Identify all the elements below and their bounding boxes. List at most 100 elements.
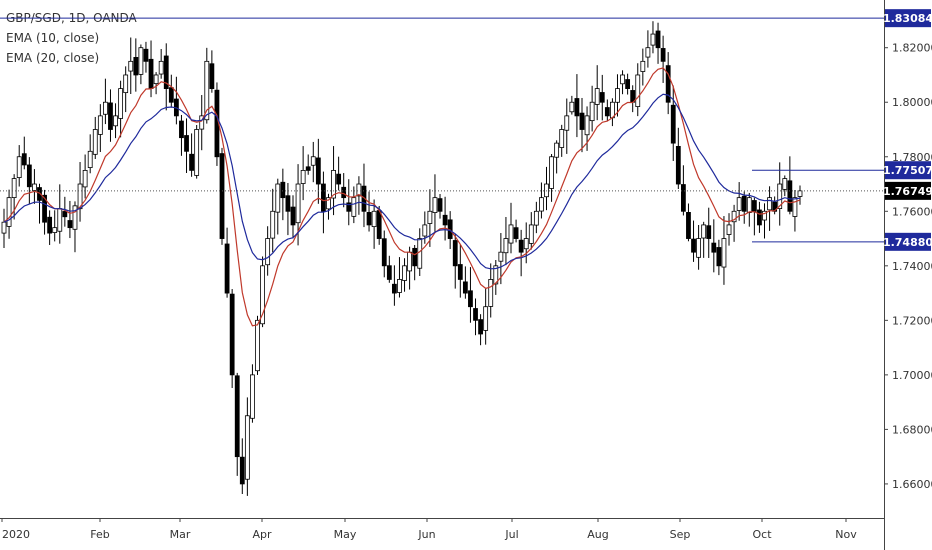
candle-body[interactable] (442, 214, 448, 226)
candle-body[interactable] (250, 374, 255, 419)
candle-body[interactable] (741, 195, 747, 212)
candle-body[interactable] (604, 107, 610, 117)
candle-body[interactable] (346, 202, 352, 212)
candle-body[interactable] (143, 48, 149, 62)
candle-body[interactable] (331, 169, 336, 199)
candle-body[interactable] (452, 240, 458, 267)
candle-body[interactable] (407, 251, 413, 272)
candle-body[interactable] (315, 157, 321, 185)
candle-body[interactable] (234, 375, 240, 458)
candle-body[interactable] (792, 197, 798, 217)
candle-body[interactable] (594, 88, 600, 105)
candle-body[interactable] (615, 88, 620, 103)
candle-body[interactable] (32, 183, 37, 191)
candle-body[interactable] (280, 181, 286, 199)
candle-body[interactable] (285, 195, 291, 212)
candle-body[interactable] (468, 290, 473, 308)
candle-body[interactable] (655, 30, 661, 49)
candle-body[interactable] (782, 178, 788, 190)
candle-body[interactable] (224, 243, 230, 294)
candle-body[interactable] (680, 184, 686, 212)
candle-body[interactable] (255, 319, 260, 372)
candle-body[interactable] (650, 33, 656, 46)
candle-body[interactable] (762, 210, 767, 221)
candle-body[interactable] (189, 153, 194, 171)
candle-body[interactable] (209, 63, 215, 90)
candle-body[interactable] (620, 74, 625, 85)
candle-body[interactable] (599, 92, 605, 103)
candle-body[interactable] (265, 238, 271, 266)
candle-body[interactable] (488, 279, 494, 307)
candle-body[interactable] (184, 135, 189, 152)
candle-body[interactable] (437, 198, 443, 212)
candle-body[interactable] (412, 247, 418, 267)
candle-body[interactable] (589, 101, 595, 122)
candle-body[interactable] (366, 212, 372, 226)
candle-body[interactable] (21, 153, 27, 166)
candle-body[interactable] (478, 319, 483, 335)
candle-body[interactable] (777, 183, 783, 210)
candle-body[interactable] (118, 88, 124, 119)
candle-body[interactable] (696, 238, 701, 258)
candle-body[interactable] (371, 210, 377, 228)
candle-body[interactable] (72, 205, 78, 230)
candle-body[interactable] (229, 293, 235, 376)
candle-body[interactable] (462, 281, 468, 294)
candle-body[interactable] (397, 279, 402, 293)
candle-body[interactable] (376, 210, 382, 239)
candle-body[interactable] (361, 185, 367, 212)
candle-body[interactable] (523, 238, 529, 250)
candle-body[interactable] (533, 210, 539, 226)
candle-body[interactable] (665, 65, 671, 103)
candle-body[interactable] (219, 153, 225, 239)
candle-body[interactable] (427, 210, 433, 224)
candle-body[interactable] (518, 239, 524, 253)
candle-body[interactable] (483, 306, 489, 331)
candle-body[interactable] (113, 115, 118, 127)
candle-body[interactable] (275, 183, 281, 213)
candle-body[interactable] (336, 173, 342, 185)
candle-body[interactable] (417, 238, 423, 269)
candle-body[interactable] (52, 227, 58, 233)
candle-body[interactable] (108, 102, 113, 130)
candle-body[interactable] (457, 264, 463, 280)
candle-body[interactable] (356, 183, 362, 197)
candle-body[interactable] (341, 186, 347, 199)
candle-body[interactable] (163, 55, 169, 90)
candle-body[interactable] (16, 156, 22, 178)
candle-body[interactable] (239, 456, 245, 485)
candle-body[interactable] (153, 74, 159, 85)
candle-body[interactable] (528, 224, 534, 244)
candle-body[interactable] (321, 183, 326, 212)
candle-body[interactable] (194, 129, 200, 176)
candle-body[interactable] (310, 156, 316, 166)
candle-body[interactable] (128, 60, 134, 72)
candle-body[interactable] (351, 197, 357, 217)
candle-body[interactable] (513, 227, 519, 239)
candle-body[interactable] (579, 112, 585, 130)
candle-body[interactable] (402, 265, 407, 281)
candle-body[interactable] (62, 211, 68, 218)
candle-body[interactable] (701, 224, 707, 239)
candle-body[interactable] (92, 129, 98, 155)
candle-body[interactable] (640, 60, 646, 72)
candle-body[interactable] (736, 197, 742, 211)
candle-body[interactable] (244, 415, 250, 480)
candle-body[interactable] (179, 120, 184, 139)
candle-body[interactable] (97, 115, 103, 135)
candle-body[interactable] (559, 129, 565, 148)
candle-body[interactable] (498, 251, 504, 262)
candle-body[interactable] (539, 197, 544, 212)
candle-body[interactable] (757, 209, 762, 226)
candle-body[interactable] (660, 48, 666, 62)
candle-body[interactable] (199, 115, 205, 130)
candle-body[interactable] (270, 210, 276, 239)
candle-body[interactable] (87, 150, 93, 168)
candle-body[interactable] (158, 60, 164, 75)
candle-body[interactable] (148, 58, 154, 90)
candle-body[interactable] (305, 166, 311, 171)
candle-body[interactable] (123, 74, 129, 94)
candle-body[interactable] (386, 265, 392, 280)
candle-body[interactable] (57, 208, 63, 232)
